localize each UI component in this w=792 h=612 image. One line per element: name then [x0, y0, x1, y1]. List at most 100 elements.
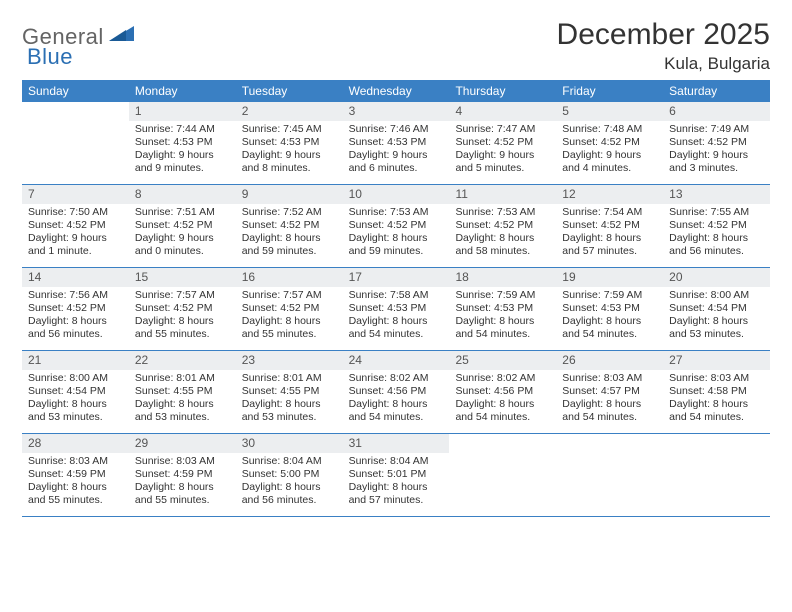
day-cell: [22, 102, 129, 184]
sunrise-text: Sunrise: 7:57 AM: [135, 289, 230, 302]
daylight-text: Daylight: 8 hours and 56 minutes.: [28, 315, 123, 341]
day-cell: 2Sunrise: 7:45 AMSunset: 4:53 PMDaylight…: [236, 102, 343, 184]
daylight-text: Daylight: 8 hours and 54 minutes.: [349, 315, 444, 341]
day-cell: 17Sunrise: 7:58 AMSunset: 4:53 PMDayligh…: [343, 268, 450, 350]
day-cell: 16Sunrise: 7:57 AMSunset: 4:52 PMDayligh…: [236, 268, 343, 350]
day-number: 25: [449, 351, 556, 370]
dow-saturday: Saturday: [663, 80, 770, 102]
day-number: 13: [663, 185, 770, 204]
day-cell: 25Sunrise: 8:02 AMSunset: 4:56 PMDayligh…: [449, 351, 556, 433]
day-body: Sunrise: 7:56 AMSunset: 4:52 PMDaylight:…: [22, 287, 129, 346]
sunrise-text: Sunrise: 8:04 AM: [349, 455, 444, 468]
sunrise-text: Sunrise: 7:44 AM: [135, 123, 230, 136]
sunrise-text: Sunrise: 8:01 AM: [242, 372, 337, 385]
day-body: Sunrise: 8:01 AMSunset: 4:55 PMDaylight:…: [129, 370, 236, 429]
day-cell: 12Sunrise: 7:54 AMSunset: 4:52 PMDayligh…: [556, 185, 663, 267]
day-cell: 11Sunrise: 7:53 AMSunset: 4:52 PMDayligh…: [449, 185, 556, 267]
day-cell: 1Sunrise: 7:44 AMSunset: 4:53 PMDaylight…: [129, 102, 236, 184]
sunset-text: Sunset: 4:58 PM: [669, 385, 764, 398]
sunset-text: Sunset: 4:52 PM: [455, 219, 550, 232]
month-title: December 2025: [557, 18, 770, 52]
daylight-text: Daylight: 8 hours and 53 minutes.: [669, 315, 764, 341]
logo-text-blue: Blue: [27, 44, 73, 69]
day-cell: 8Sunrise: 7:51 AMSunset: 4:52 PMDaylight…: [129, 185, 236, 267]
day-body: Sunrise: 7:57 AMSunset: 4:52 PMDaylight:…: [236, 287, 343, 346]
day-body: Sunrise: 8:04 AMSunset: 5:01 PMDaylight:…: [343, 453, 450, 512]
day-number: 10: [343, 185, 450, 204]
sunrise-text: Sunrise: 7:52 AM: [242, 206, 337, 219]
day-body: Sunrise: 8:03 AMSunset: 4:58 PMDaylight:…: [663, 370, 770, 429]
day-number: 30: [236, 434, 343, 453]
day-number: 4: [449, 102, 556, 121]
day-body: Sunrise: 8:03 AMSunset: 4:59 PMDaylight:…: [129, 453, 236, 512]
sunrise-text: Sunrise: 7:45 AM: [242, 123, 337, 136]
day-body: Sunrise: 7:45 AMSunset: 4:53 PMDaylight:…: [236, 121, 343, 180]
sunrise-text: Sunrise: 8:01 AM: [135, 372, 230, 385]
day-cell: 15Sunrise: 7:57 AMSunset: 4:52 PMDayligh…: [129, 268, 236, 350]
dow-thursday: Thursday: [449, 80, 556, 102]
sunrise-text: Sunrise: 8:03 AM: [28, 455, 123, 468]
day-body: Sunrise: 8:00 AMSunset: 4:54 PMDaylight:…: [22, 370, 129, 429]
day-cell: 10Sunrise: 7:53 AMSunset: 4:52 PMDayligh…: [343, 185, 450, 267]
day-number: 26: [556, 351, 663, 370]
day-cell: 31Sunrise: 8:04 AMSunset: 5:01 PMDayligh…: [343, 434, 450, 516]
calendar-page: General December 2025 Kula, Bulgaria Blu…: [0, 0, 792, 517]
sunset-text: Sunset: 4:54 PM: [28, 385, 123, 398]
day-body: Sunrise: 7:48 AMSunset: 4:52 PMDaylight:…: [556, 121, 663, 180]
sunrise-text: Sunrise: 7:47 AM: [455, 123, 550, 136]
daylight-text: Daylight: 8 hours and 55 minutes.: [135, 481, 230, 507]
day-cell: 28Sunrise: 8:03 AMSunset: 4:59 PMDayligh…: [22, 434, 129, 516]
daylight-text: Daylight: 8 hours and 56 minutes.: [242, 481, 337, 507]
day-cell: 24Sunrise: 8:02 AMSunset: 4:56 PMDayligh…: [343, 351, 450, 433]
day-body: Sunrise: 7:47 AMSunset: 4:52 PMDaylight:…: [449, 121, 556, 180]
day-number: 7: [22, 185, 129, 204]
daylight-text: Daylight: 8 hours and 53 minutes.: [135, 398, 230, 424]
sunset-text: Sunset: 4:59 PM: [135, 468, 230, 481]
daylight-text: Daylight: 8 hours and 58 minutes.: [455, 232, 550, 258]
sunset-text: Sunset: 4:56 PM: [455, 385, 550, 398]
day-cell: 27Sunrise: 8:03 AMSunset: 4:58 PMDayligh…: [663, 351, 770, 433]
day-cell: 9Sunrise: 7:52 AMSunset: 4:52 PMDaylight…: [236, 185, 343, 267]
sunrise-text: Sunrise: 8:00 AM: [28, 372, 123, 385]
daylight-text: Daylight: 8 hours and 54 minutes.: [562, 315, 657, 341]
dow-sunday: Sunday: [22, 80, 129, 102]
day-body: Sunrise: 7:51 AMSunset: 4:52 PMDaylight:…: [129, 204, 236, 263]
day-number: 28: [22, 434, 129, 453]
sunset-text: Sunset: 4:53 PM: [562, 302, 657, 315]
sunset-text: Sunset: 5:00 PM: [242, 468, 337, 481]
day-number: 27: [663, 351, 770, 370]
day-cell: 6Sunrise: 7:49 AMSunset: 4:52 PMDaylight…: [663, 102, 770, 184]
sunrise-text: Sunrise: 7:53 AM: [349, 206, 444, 219]
daylight-text: Daylight: 9 hours and 5 minutes.: [455, 149, 550, 175]
day-body: Sunrise: 7:55 AMSunset: 4:52 PMDaylight:…: [663, 204, 770, 263]
sunrise-text: Sunrise: 8:03 AM: [669, 372, 764, 385]
daylight-text: Daylight: 8 hours and 56 minutes.: [669, 232, 764, 258]
sunset-text: Sunset: 4:53 PM: [349, 302, 444, 315]
day-cell: 14Sunrise: 7:56 AMSunset: 4:52 PMDayligh…: [22, 268, 129, 350]
day-cell: 21Sunrise: 8:00 AMSunset: 4:54 PMDayligh…: [22, 351, 129, 433]
sunset-text: Sunset: 4:52 PM: [242, 302, 337, 315]
sunrise-text: Sunrise: 7:46 AM: [349, 123, 444, 136]
sunset-text: Sunset: 4:52 PM: [135, 302, 230, 315]
daylight-text: Daylight: 8 hours and 55 minutes.: [242, 315, 337, 341]
sunset-text: Sunset: 4:54 PM: [669, 302, 764, 315]
sunset-text: Sunset: 4:55 PM: [242, 385, 337, 398]
day-number: 24: [343, 351, 450, 370]
day-number: 9: [236, 185, 343, 204]
day-number: 5: [556, 102, 663, 121]
daylight-text: Daylight: 9 hours and 4 minutes.: [562, 149, 657, 175]
sunrise-text: Sunrise: 7:49 AM: [669, 123, 764, 136]
weeks-container: 1Sunrise: 7:44 AMSunset: 4:53 PMDaylight…: [22, 102, 770, 517]
sunrise-text: Sunrise: 7:50 AM: [28, 206, 123, 219]
day-body: Sunrise: 7:44 AMSunset: 4:53 PMDaylight:…: [129, 121, 236, 180]
day-number: 18: [449, 268, 556, 287]
sunset-text: Sunset: 4:52 PM: [135, 219, 230, 232]
sunset-text: Sunset: 4:52 PM: [455, 136, 550, 149]
day-cell: [449, 434, 556, 516]
day-number: 17: [343, 268, 450, 287]
sunset-text: Sunset: 4:52 PM: [669, 219, 764, 232]
day-cell: 4Sunrise: 7:47 AMSunset: 4:52 PMDaylight…: [449, 102, 556, 184]
daylight-text: Daylight: 8 hours and 53 minutes.: [28, 398, 123, 424]
sunset-text: Sunset: 5:01 PM: [349, 468, 444, 481]
day-cell: [663, 434, 770, 516]
